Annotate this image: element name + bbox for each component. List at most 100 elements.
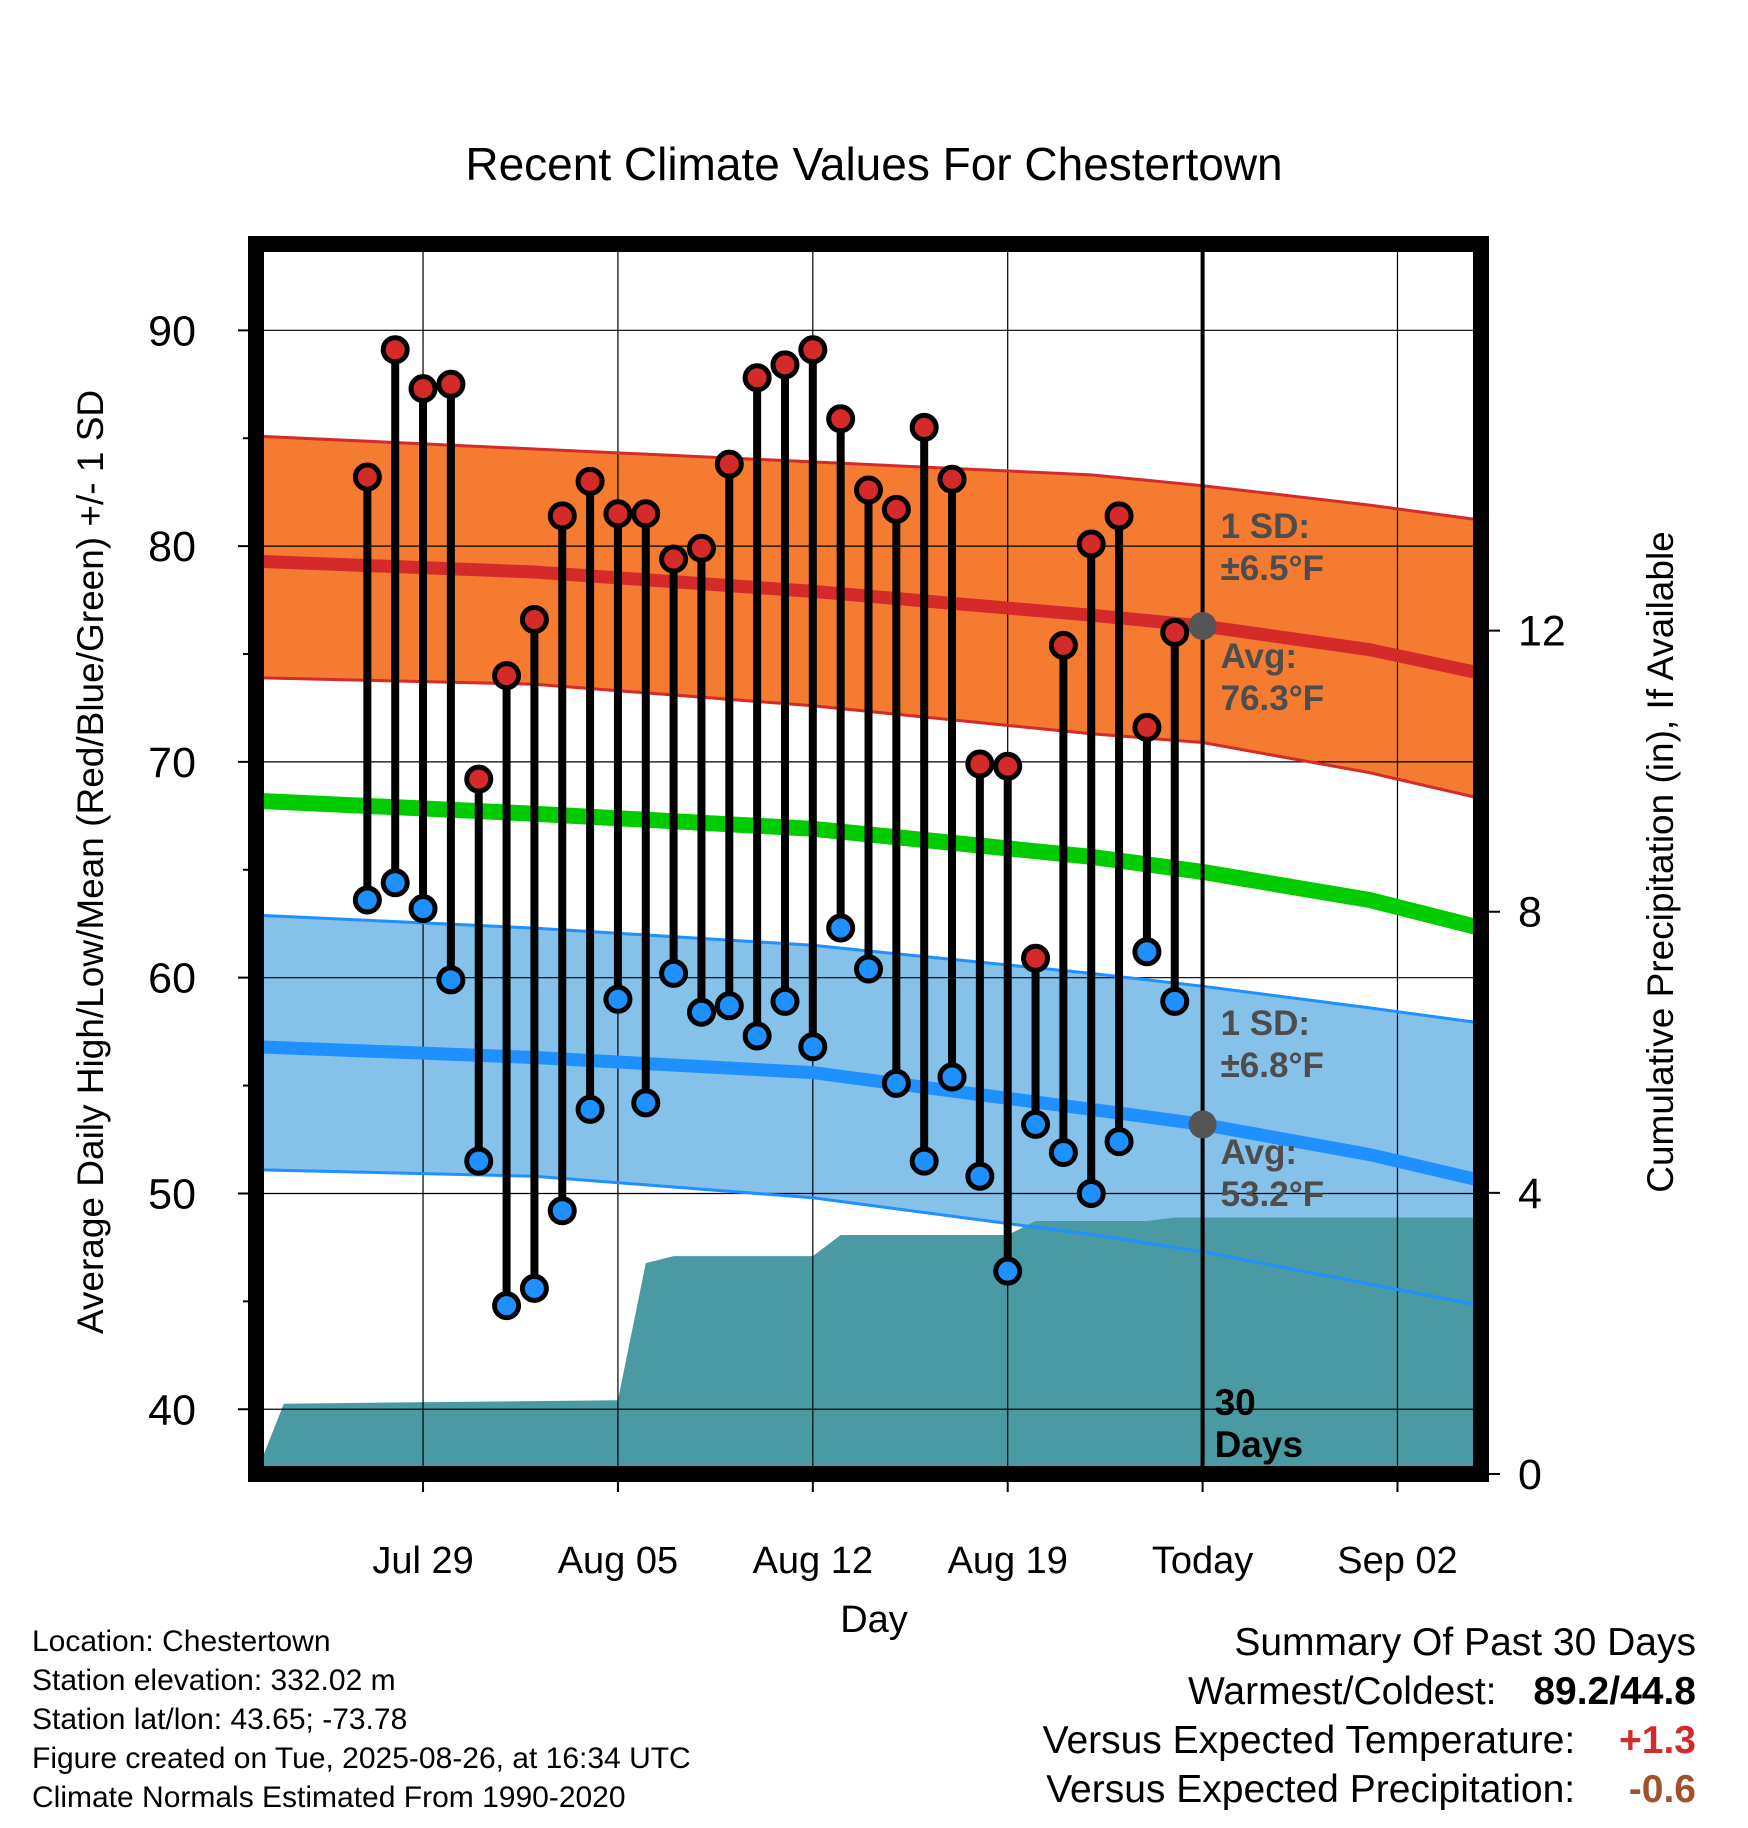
daily-low-point (826, 913, 856, 943)
today-days-number: 30 (1215, 1382, 1256, 1423)
y2-tick-label: 8 (1518, 889, 1542, 937)
daily-high-point (575, 466, 605, 496)
daily-low-point (659, 958, 689, 988)
daily-low-point (380, 868, 410, 898)
low-avg-value: 53.2°F (1221, 1175, 1325, 1214)
high-sd-value: ±6.5°F (1221, 549, 1324, 588)
chart-title: Recent Climate Values For Chestertown (465, 138, 1282, 190)
y-tick-label: 60 (148, 955, 196, 1003)
today-avg-high-marker (1188, 611, 1217, 640)
daily-high-point (826, 404, 856, 434)
daily-high-point (742, 363, 772, 393)
y-tick-label: 50 (148, 1170, 196, 1218)
daily-low-point (965, 1161, 995, 1191)
daily-high-point (1076, 529, 1106, 559)
daily-low-point (436, 965, 466, 995)
location-text: Location: Chestertown (32, 1625, 331, 1658)
daily-high-point (770, 350, 800, 380)
daily-low-point (1104, 1127, 1134, 1157)
daily-high-point (1021, 943, 1051, 973)
warm-cold-label: Warmest/Coldest: (1188, 1670, 1497, 1713)
daily-high-point (909, 412, 939, 442)
daily-high-point (965, 749, 995, 779)
summary-precip: Versus Expected Precipitation: -0.6 (1043, 1765, 1696, 1814)
daily-low-point (909, 1146, 939, 1176)
daily-high-point (937, 464, 967, 494)
daily-high-point (1048, 630, 1078, 660)
x-tick-label: Aug 05 (558, 1540, 678, 1582)
daily-low-point (352, 885, 382, 915)
low-sd-value: ±6.8°F (1221, 1046, 1324, 1085)
station-info: Location: Chestertown Station elevation:… (32, 1622, 691, 1817)
today-days-word: Days (1215, 1424, 1303, 1465)
plot-area (256, 244, 1481, 1474)
x-tick-label: Sep 02 (1337, 1540, 1457, 1582)
daily-low-point (1160, 986, 1190, 1016)
daily-high-point (714, 449, 744, 479)
today-avg-low-marker (1188, 1110, 1217, 1139)
daily-high-point (1132, 712, 1162, 742)
daily-high-point (631, 499, 661, 529)
coldest-value: 44.8 (1620, 1670, 1696, 1713)
daily-low-point (770, 986, 800, 1016)
daily-low-point (492, 1291, 522, 1321)
precip-label: Versus Expected Precipitation: (1046, 1768, 1576, 1811)
daily-high-point (1104, 501, 1134, 531)
elevation-text: Station elevation: 332.02 m (32, 1664, 396, 1697)
daily-low-point (937, 1062, 967, 1092)
created-text: Figure created on Tue, 2025-08-26, at 16… (32, 1742, 691, 1775)
x-axis-label: Day (840, 1599, 908, 1641)
temp-departure-value: +1.3 (1619, 1719, 1696, 1762)
low-avg-label: Avg: (1221, 1133, 1297, 1172)
daily-low-point (464, 1146, 494, 1176)
daily-high-point (659, 544, 689, 574)
y2-tick-label: 0 (1518, 1451, 1542, 1499)
summary-warm-cold: Warmest/Coldest: 89.2/44.8 (1043, 1667, 1696, 1716)
daily-high-point (854, 475, 883, 505)
summary-temp: Versus Expected Temperature: +1.3 (1043, 1716, 1696, 1765)
summary-panel: Summary Of Past 30 Days Warmest/Coldest:… (1043, 1618, 1696, 1814)
daily-low-point (742, 1021, 772, 1051)
daily-low-point (603, 984, 633, 1014)
daily-low-point (993, 1256, 1023, 1286)
high-avg-value: 76.3°F (1221, 679, 1325, 718)
daily-high-point (686, 533, 716, 563)
y2-axis-label: Cumulative Precipitation (in), If Availa… (1640, 531, 1681, 1193)
daily-low-point (1048, 1137, 1078, 1167)
precip-departure-value: -0.6 (1628, 1768, 1696, 1811)
daily-low-point (547, 1196, 577, 1226)
daily-low-point (686, 997, 716, 1027)
daily-low-point (714, 991, 744, 1021)
daily-low-point (631, 1088, 661, 1118)
daily-high-point (1160, 617, 1190, 647)
daily-low-point (854, 954, 883, 984)
y-axis-label: Average Daily High/Low/Mean (Red/Blue/Gr… (70, 390, 111, 1334)
plot-frame (248, 236, 1489, 1482)
daily-high-point (464, 764, 494, 794)
daily-high-point (436, 369, 466, 399)
daily-high-point (519, 604, 549, 634)
daily-high-point (547, 501, 577, 531)
precip-area (256, 1217, 1481, 1474)
daily-high-point (603, 499, 633, 529)
latlon-text: Station lat/lon: 43.65; -73.78 (32, 1703, 408, 1736)
daily-high-point (993, 751, 1023, 781)
high-sd-label: 1 SD: (1221, 507, 1310, 546)
daily-low-point (519, 1273, 549, 1303)
low-sd-label: 1 SD: (1221, 1004, 1310, 1043)
x-tick-label: Jul 29 (372, 1540, 473, 1582)
daily-low-point (798, 1032, 828, 1062)
summary-title: Summary Of Past 30 Days (1234, 1621, 1696, 1664)
daily-low-point (1021, 1109, 1051, 1139)
daily-low-point (881, 1068, 911, 1098)
daily-low-point (408, 894, 438, 924)
daily-high-point (881, 494, 911, 524)
daily-low-point (1132, 937, 1162, 967)
normals-text: Climate Normals Estimated From 1990-2020 (32, 1781, 626, 1814)
daily-low-point (575, 1094, 605, 1124)
warm-cold-values: 89.2/44.8 (1533, 1670, 1696, 1713)
high-avg-label: Avg: (1221, 637, 1297, 676)
high-band-upper (256, 434, 1481, 522)
daily-high-point (408, 374, 438, 404)
